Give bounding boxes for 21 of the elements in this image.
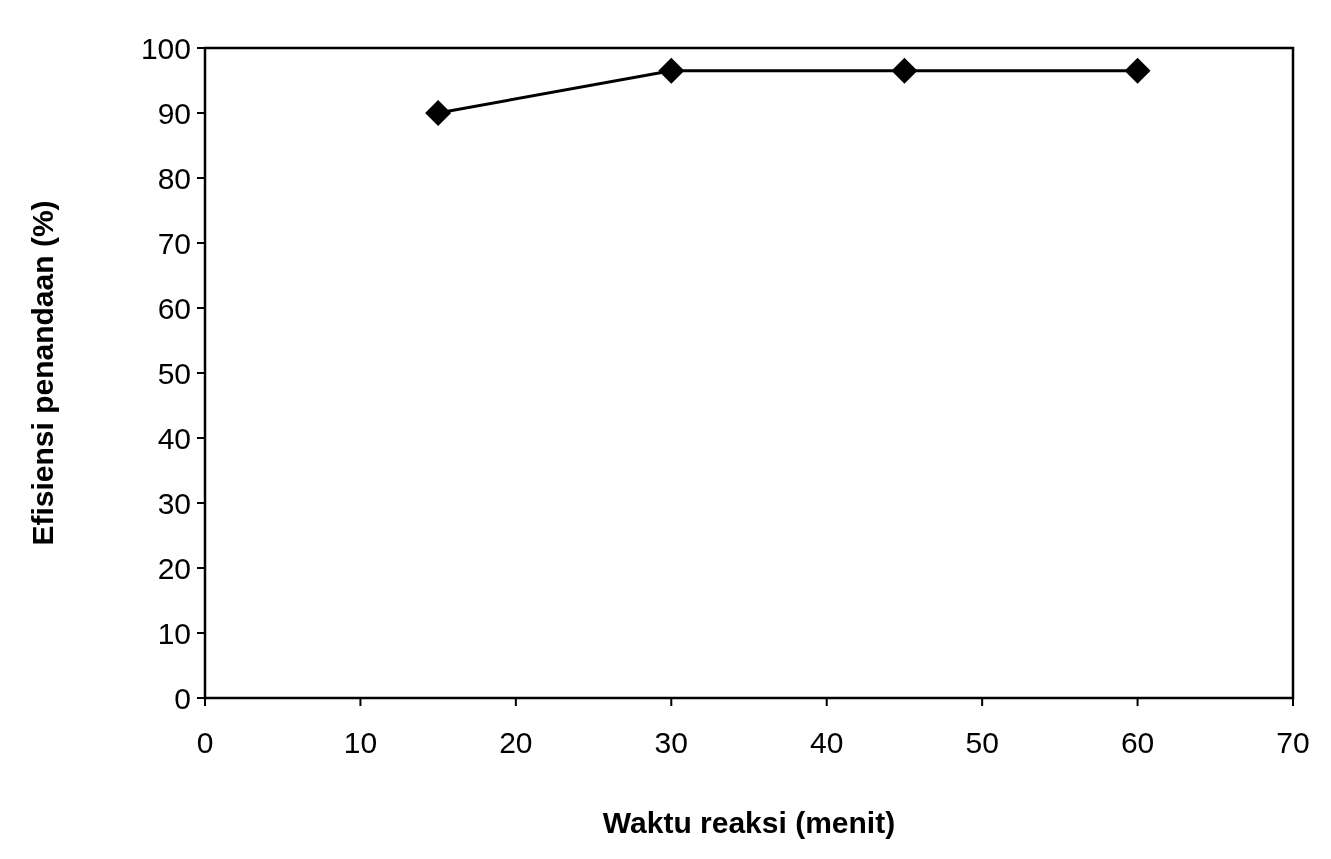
y-tick-label: 60: [157, 291, 191, 325]
y-tick-label: 90: [157, 96, 191, 130]
y-tick-label: 10: [157, 616, 191, 650]
y-tick-label: 70: [157, 226, 191, 260]
x-tick-label: 70: [1276, 726, 1310, 759]
y-tick-label: 50: [157, 356, 191, 390]
y-tick-label: 20: [157, 551, 191, 585]
x-tick-label: 50: [965, 726, 999, 759]
y-tick-label: 100: [140, 31, 191, 65]
y-tick-label: 30: [157, 486, 191, 520]
x-tick-label: 20: [499, 726, 533, 759]
x-tick-label: 40: [810, 726, 844, 759]
x-axis-title: Waktu reaksi (menit): [602, 806, 896, 839]
x-tick-label: 60: [1120, 726, 1155, 759]
x-tick-label: 10: [343, 726, 378, 759]
y-axis-title: Efisiensi penandaan (%): [26, 200, 59, 546]
y-tick-label: 40: [157, 421, 191, 455]
x-tick-label: 0: [196, 726, 214, 759]
x-tick-label: 30: [654, 726, 688, 759]
y-tick-label: 0: [174, 681, 191, 715]
y-tick-label: 80: [157, 161, 191, 195]
